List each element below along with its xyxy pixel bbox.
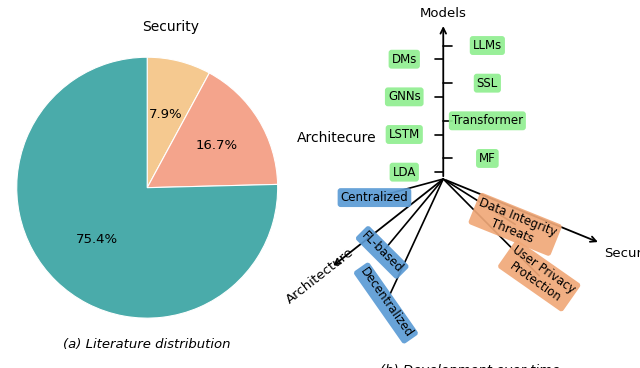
Wedge shape bbox=[17, 57, 278, 318]
Text: Models: Models bbox=[420, 7, 467, 20]
Text: User Privacy
Protection: User Privacy Protection bbox=[501, 243, 577, 308]
Text: DMs: DMs bbox=[392, 53, 417, 66]
Text: GNNs: GNNs bbox=[388, 91, 420, 103]
Text: Architecure: Architecure bbox=[297, 131, 377, 145]
Text: SSL: SSL bbox=[477, 77, 498, 90]
Text: LDA: LDA bbox=[392, 166, 416, 178]
Text: Security: Security bbox=[142, 20, 199, 34]
Text: LLMs: LLMs bbox=[473, 39, 502, 52]
Text: Transformer: Transformer bbox=[452, 114, 523, 127]
Text: FL-based: FL-based bbox=[359, 229, 406, 276]
Wedge shape bbox=[147, 73, 278, 188]
Text: Centralized: Centralized bbox=[340, 191, 408, 204]
Title: (a) Literature distribution: (a) Literature distribution bbox=[63, 339, 231, 351]
Text: 7.9%: 7.9% bbox=[149, 108, 182, 121]
Text: Architecture: Architecture bbox=[284, 245, 356, 306]
Text: Security: Security bbox=[604, 247, 640, 259]
Text: Data Integrity
Threats: Data Integrity Threats bbox=[472, 196, 559, 253]
Wedge shape bbox=[147, 57, 209, 188]
Text: 16.7%: 16.7% bbox=[195, 139, 237, 152]
Text: MF: MF bbox=[479, 152, 496, 165]
Text: (b) Development over time: (b) Development over time bbox=[380, 364, 561, 368]
Text: 75.4%: 75.4% bbox=[76, 233, 118, 245]
Text: Decentralized: Decentralized bbox=[357, 266, 415, 340]
Text: LSTM: LSTM bbox=[388, 128, 420, 141]
